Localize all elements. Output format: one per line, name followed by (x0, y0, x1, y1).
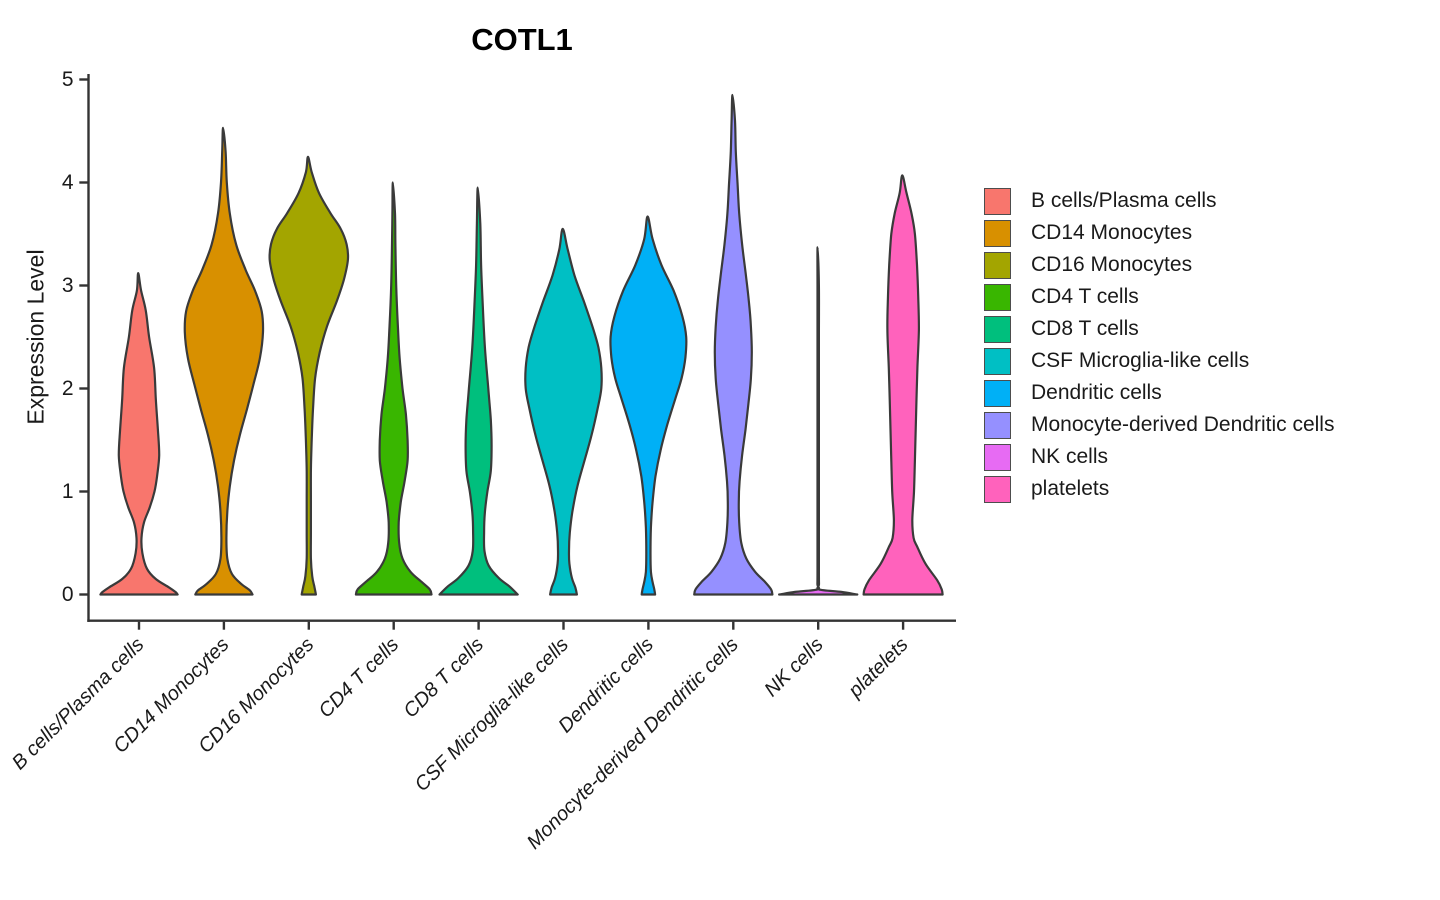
legend-swatch-platelets (984, 475, 1011, 503)
legend-item: CD8 T cells (984, 315, 1334, 343)
legend-label: Monocyte-derived Dendritic cells (1031, 413, 1335, 436)
y-tick-label: 1 (62, 480, 74, 503)
legend-swatch-dendritic-cells (984, 379, 1011, 407)
x-tick-label-cd8-t-cells: CD8 T cells (399, 634, 488, 723)
legend-label: B cells/Plasma cells (1031, 189, 1217, 212)
violin-cd8-t-cells (438, 186, 519, 596)
legend-label: CD8 T cells (1031, 317, 1139, 340)
legend-item: Dendritic cells (984, 379, 1334, 407)
legend-item: platelets (984, 475, 1334, 503)
violin-csf-microglia-like-cells (524, 227, 603, 596)
legend-label: CD4 T cells (1031, 285, 1139, 308)
y-tick-label: 3 (62, 274, 74, 297)
legend-item: CD16 Monocytes (984, 251, 1334, 279)
violin-cd16-monocytes (268, 155, 350, 596)
violins (99, 93, 944, 596)
legend-swatch-nk-cells (984, 443, 1011, 471)
violin-nk-cells (778, 246, 859, 596)
legend-label: Dendritic cells (1031, 381, 1162, 404)
legend-item: B cells/Plasma cells (984, 187, 1334, 215)
legend-label: CSF Microglia-like cells (1031, 349, 1250, 372)
legend-swatch-cd16-monocytes (984, 251, 1011, 279)
x-tick-label-csf-microglia-like-cells: CSF Microglia-like cells (411, 634, 573, 796)
violin-platelets (862, 174, 944, 596)
y-tick-label: 5 (62, 68, 74, 91)
violin-monocyte-derived-dendritic-cells (693, 93, 774, 596)
violin-dendritic-cells (609, 215, 688, 596)
violin-b-cells-plasma-cells (99, 272, 179, 596)
legend-item: Monocyte-derived Dendritic cells (984, 411, 1334, 439)
violin-cd14-monocytes (183, 126, 265, 596)
legend-label: CD16 Monocytes (1031, 253, 1193, 276)
legend-swatch-csf-microglia (984, 347, 1011, 375)
legend: B cells/Plasma cells CD14 Monocytes CD16… (984, 187, 1334, 503)
legend-swatch-cd8-t-cells (984, 315, 1011, 343)
legend-item: CSF Microglia-like cells (984, 347, 1334, 375)
page-title: COTL1 (471, 22, 573, 57)
legend-swatch-cd14-monocytes (984, 219, 1011, 247)
y-tick-label: 0 (62, 583, 74, 606)
legend-item: CD4 T cells (984, 283, 1334, 311)
legend-label: NK cells (1031, 445, 1109, 468)
legend-swatch-monocyte-derived-dc (984, 411, 1011, 439)
legend-swatch-cd4-t-cells (984, 283, 1011, 311)
y-tick-label: 2 (62, 377, 74, 400)
y-tick-label: 4 (62, 171, 74, 194)
legend-label: CD14 Monocytes (1031, 221, 1193, 244)
legend-swatch-b-cells (984, 187, 1011, 215)
violin-cd4-t-cells (354, 181, 433, 596)
x-tick-label-platelets: platelets (844, 634, 913, 703)
legend-item: NK cells (984, 443, 1334, 471)
legend-item: CD14 Monocytes (984, 219, 1334, 247)
legend-label: platelets (1031, 477, 1110, 500)
x-tick-label-cd4-t-cells: CD4 T cells (315, 634, 404, 723)
x-tick-label-nk-cells: NK cells (760, 634, 827, 701)
